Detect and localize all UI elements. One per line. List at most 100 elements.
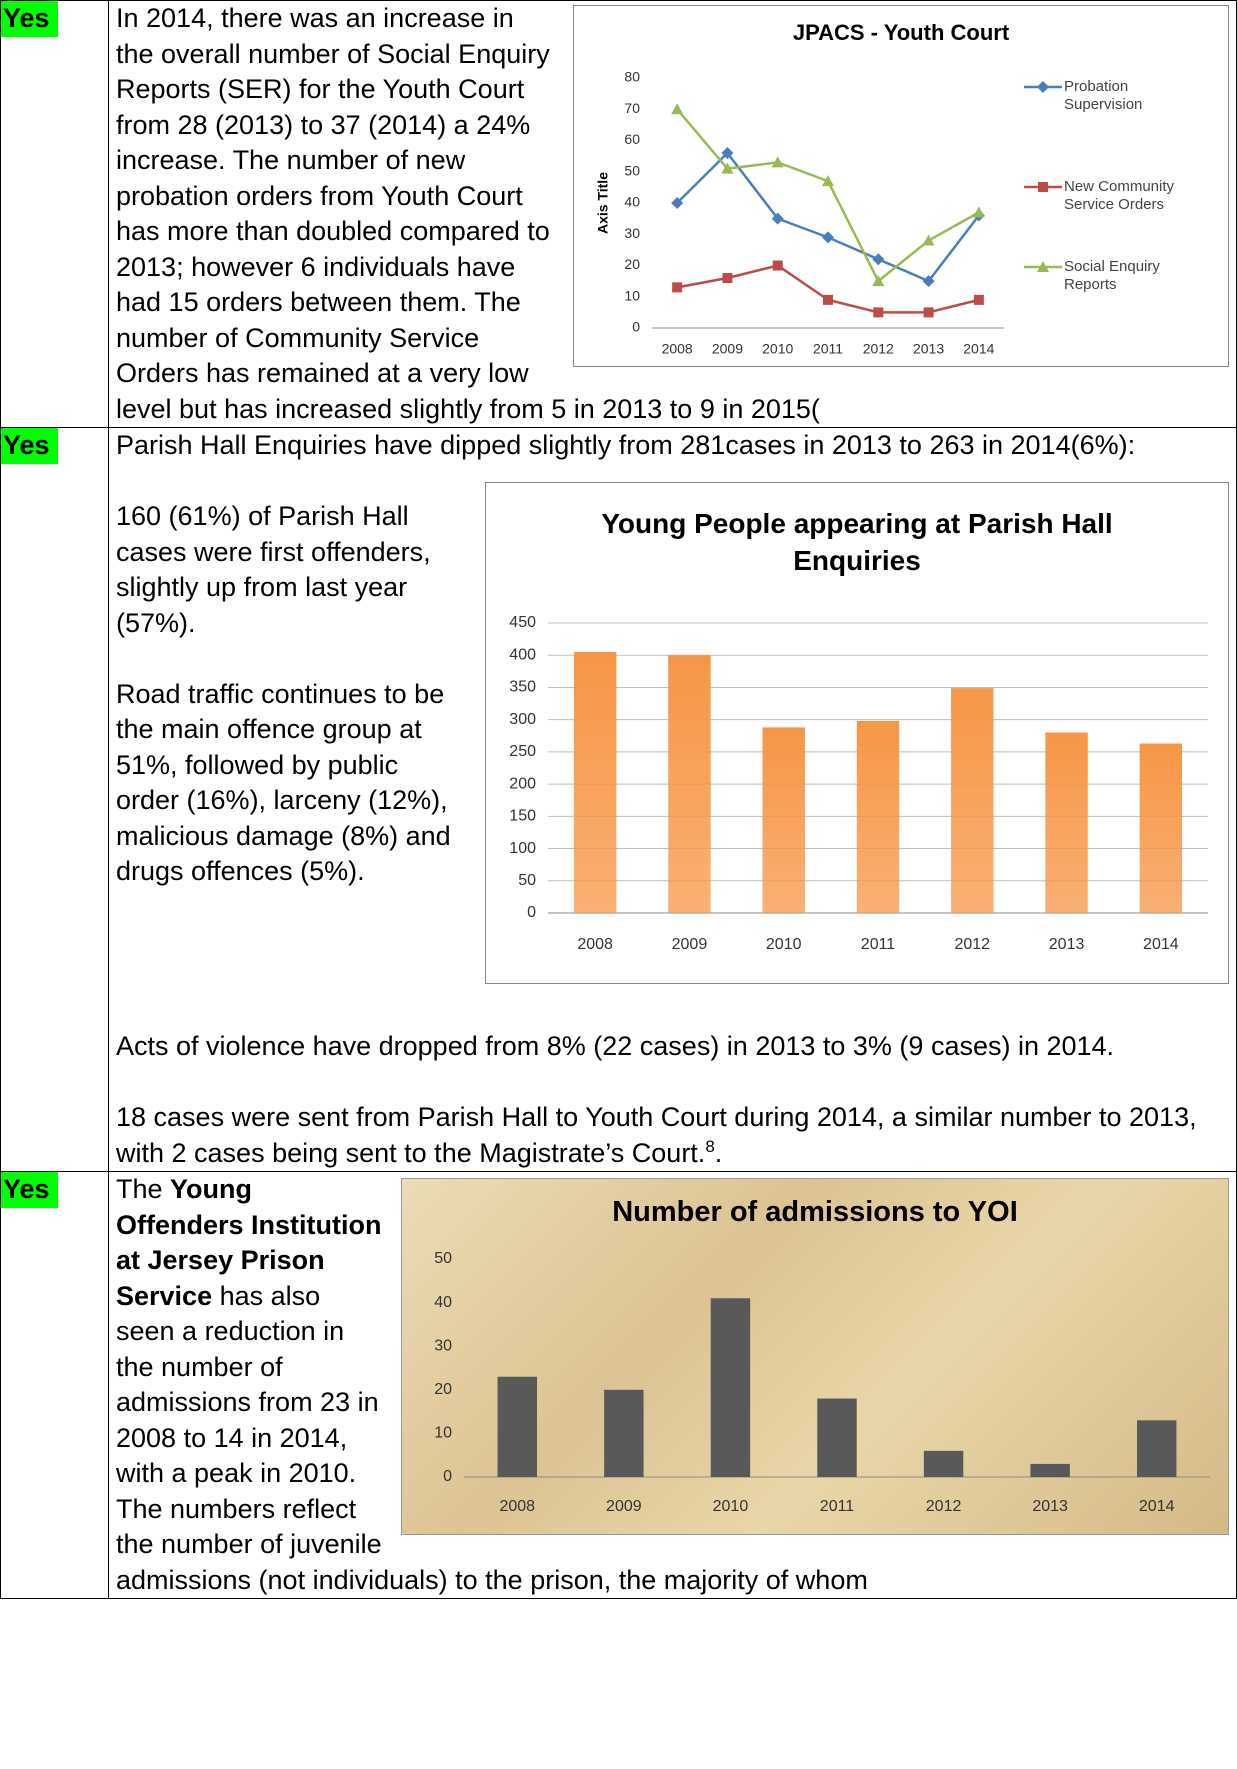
marker [1038, 182, 1048, 192]
y-tick-label: 30 [434, 1337, 452, 1354]
y-tick-label: 40 [434, 1294, 452, 1311]
paragraph: Road traffic continues to be the main of… [116, 678, 451, 887]
report-table: Yes 0 10 20 30 40 50 60 70 80 Axis Title 2008 2009 2… [0, 0, 1237, 1599]
marker [671, 197, 684, 209]
paragraph: Acts of violence have dropped from 8% (2… [116, 1031, 1115, 1061]
label-cell: Yes [0, 1171, 109, 1599]
y-tick-label: 200 [509, 775, 536, 792]
y-tick-label: 450 [509, 614, 536, 631]
marker [922, 234, 935, 246]
row-label: Yes [1, 1, 58, 37]
bar-chart: 0 50 100 150 200 250 300 350 400 450 2008 2009 2010 2… [485, 481, 1229, 984]
y-tick-label: 20 [434, 1381, 452, 1398]
x-tick-label: 2010 [766, 936, 802, 953]
x-tick-label: 2013 [1032, 1498, 1068, 1515]
legend-swatch [1024, 182, 1062, 192]
marker [771, 156, 784, 168]
row: Yes 0 10 20 30 40 50 2008 2009 2010 2011 2012 2013 2… [0, 1171, 1237, 1599]
chart-title: Young People appearing at Parish Hall En… [601, 507, 1113, 577]
y-tick-label: 40 [624, 194, 640, 210]
y-tick-label: 0 [527, 904, 536, 921]
marker [771, 212, 784, 225]
x-tick-label: 2014 [1139, 1498, 1175, 1515]
bold-text: Young Offenders Institution at Jersey Pr… [116, 1174, 382, 1311]
x-tick-label: 2008 [577, 936, 613, 953]
footnote-ref: 8 [705, 1136, 715, 1156]
line-chart: 0 10 20 30 40 50 60 70 80 Axis Title 2008 2009 2010 2… [573, 5, 1229, 367]
bar [1139, 743, 1183, 913]
bar [604, 1389, 644, 1477]
y-tick-label: 100 [509, 839, 536, 856]
marker [823, 294, 833, 305]
x-tick-label: 2011 [820, 1498, 855, 1515]
legend-swatch [1024, 261, 1062, 272]
legend-swatch [1024, 81, 1062, 93]
bar [762, 726, 805, 913]
label-cell: Yes [0, 0, 109, 428]
spacer [116, 994, 1229, 1030]
paragraph: 160 (61%) of Parish Hall cases were firs… [116, 501, 431, 638]
x-tick-label: 2013 [913, 341, 944, 357]
row-label: Yes [1, 428, 58, 464]
legend-label: New Community Service Orders [1064, 178, 1175, 213]
marker [973, 294, 984, 305]
marker [922, 275, 935, 288]
chart-title: JPACS - Youth Court [792, 20, 1010, 45]
content-cell: Parish Hall Enquiries have dipped slight… [108, 427, 1237, 1172]
y-tick-label: 400 [509, 646, 536, 663]
y-tick-label: 20 [624, 256, 640, 272]
y-tick-label: 30 [624, 225, 640, 241]
x-tick-label: 2010 [762, 341, 793, 357]
bar [1030, 1463, 1070, 1477]
chart-plot: 0 10 20 30 40 50 60 70 80 Axis Title 2008 2009 2010 2… [595, 69, 1004, 357]
text: . [714, 1137, 723, 1168]
y-tick-label: 60 [624, 131, 640, 147]
series-line [676, 108, 980, 284]
y-tick-label: 50 [624, 162, 640, 178]
chart-title: Number of admissions to YOI [612, 1196, 1018, 1228]
bar [856, 720, 900, 913]
y-tick-label: 10 [434, 1425, 452, 1442]
marker [1037, 81, 1049, 93]
marker [873, 307, 884, 318]
bar [951, 687, 994, 913]
marker [1037, 261, 1049, 272]
x-tick-label: 2009 [712, 341, 743, 357]
x-tick-label: 2012 [954, 936, 990, 953]
marker [872, 275, 885, 287]
legend-label: Probation Supervision [1064, 78, 1143, 113]
marker [672, 282, 683, 293]
text: The [116, 1174, 171, 1204]
x-tick-label: 2011 [861, 936, 896, 953]
bar [1136, 1420, 1177, 1477]
content-cell: 0 10 20 30 40 50 2008 2009 2010 2011 2012 2013 2014 N… [108, 1171, 1237, 1599]
marker [721, 147, 734, 159]
x-tick-label: 2012 [926, 1498, 962, 1515]
x-tick-label: 2014 [1143, 936, 1179, 953]
marker [772, 260, 783, 271]
x-tick-label: 2008 [499, 1498, 535, 1515]
marker [722, 273, 733, 283]
x-tick-label: 2013 [1049, 936, 1085, 953]
row-label: Yes [1, 1172, 58, 1208]
y-tick-label: 80 [624, 69, 640, 85]
y-tick-label: 300 [509, 710, 536, 727]
bar [668, 654, 711, 913]
bar [573, 651, 617, 913]
paragraph: Parish Hall Enquiries have dipped slight… [116, 430, 1136, 460]
x-tick-label: 2011 [813, 341, 843, 357]
legend-label: Social Enquiry Reports [1064, 258, 1160, 293]
chart-plot: 0 10 20 30 40 50 2008 2009 2010 2011 2012 2013 2014 [434, 1250, 1210, 1515]
text: has also seen a reduction in the number … [116, 1280, 868, 1595]
marker [822, 231, 834, 244]
y-tick-label: 250 [509, 743, 536, 760]
label-cell: Yes [0, 427, 109, 1172]
y-tick-label: 150 [509, 807, 536, 824]
bar [817, 1398, 857, 1477]
paragraph: In 2014, there was an increase in the ov… [116, 3, 820, 424]
x-tick-label: 2008 [662, 341, 693, 357]
marker [671, 103, 684, 115]
x-tick-label: 2012 [863, 341, 894, 357]
x-tick-label: 2009 [672, 936, 708, 953]
